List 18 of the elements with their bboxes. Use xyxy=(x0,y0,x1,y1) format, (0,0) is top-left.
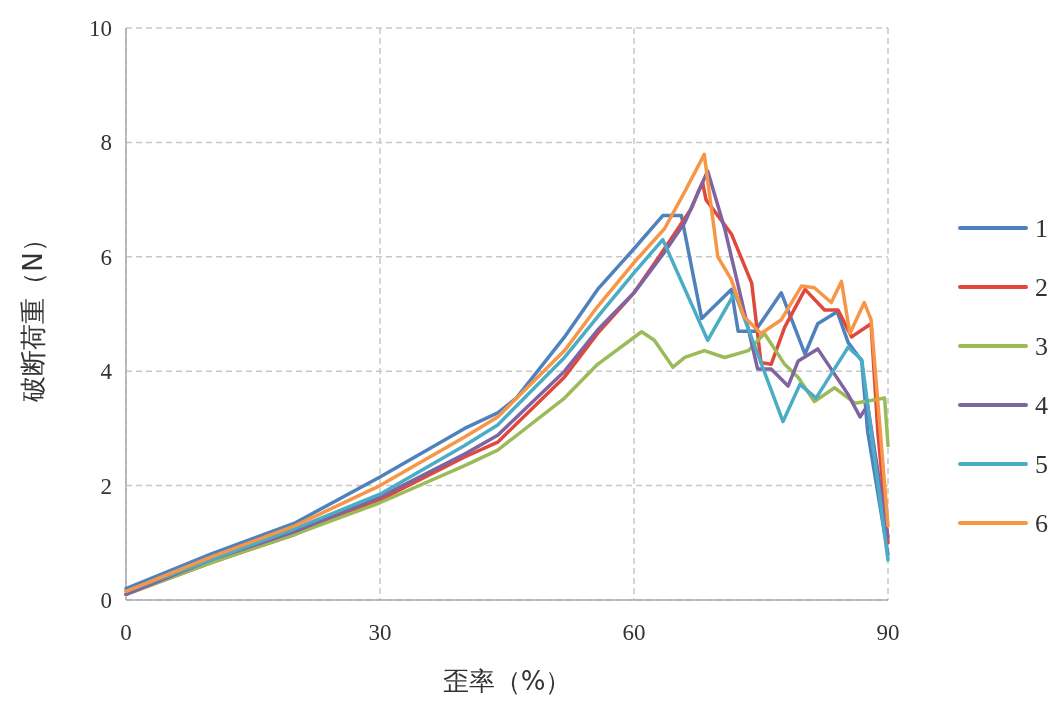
y-tick-label: 4 xyxy=(100,359,113,385)
legend-label: 4 xyxy=(1035,391,1048,420)
y-tick-label: 8 xyxy=(100,130,112,156)
x-tick-label: 60 xyxy=(622,620,646,645)
x-tick-label: 30 xyxy=(368,620,392,645)
y-axis-title: 破断荷重（N） xyxy=(18,226,48,403)
legend-label: 5 xyxy=(1035,450,1048,479)
x-axis-title: 歪率（%） xyxy=(442,666,572,696)
y-tick-label: 10 xyxy=(89,16,112,41)
y-tick-label: 2 xyxy=(100,473,112,499)
legend-label: 3 xyxy=(1035,332,1048,361)
legend-label: 1 xyxy=(1035,214,1048,243)
y-tick-label: 0 xyxy=(100,588,112,613)
legend-label: 6 xyxy=(1035,509,1048,538)
y-tick-label: 6 xyxy=(100,244,112,270)
x-tick-label: 0 xyxy=(120,620,132,645)
x-tick-label: 90 xyxy=(876,620,900,645)
legend-label: 2 xyxy=(1035,273,1048,302)
